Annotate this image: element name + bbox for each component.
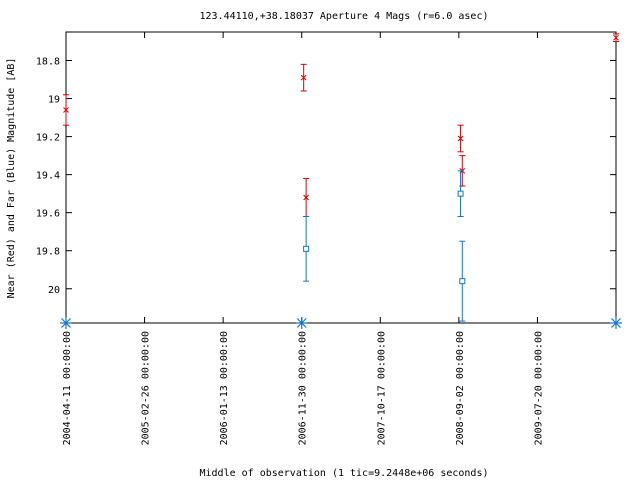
y-tick-label: 18.8 [36, 57, 60, 68]
x-tick-label: 2007-10-17 00:00:00 [376, 331, 387, 445]
y-tick-label: 20 [48, 285, 60, 296]
y-axis-label: Near (Red) and Far (Blue) Magnitude [AB] [6, 58, 17, 299]
y-tick-label: 19.4 [36, 171, 60, 182]
axis-star-marker [60, 317, 72, 329]
y-axis: 18.8 19 19.2 19.4 19.6 19.8 20 [36, 57, 616, 296]
near-point [63, 107, 69, 113]
y-tick-label: 19.6 [36, 209, 60, 220]
x-tick-label: 2006-01-13 00:00:00 [219, 331, 230, 445]
x-axis: 2004-04-11 00:00:00 2005-02-26 00:00:00 20… [62, 32, 544, 445]
y-tick-label: 19 [48, 95, 60, 106]
near-point [300, 74, 307, 81]
y-tick-label: 19.2 [36, 133, 60, 144]
axis-star-marker [295, 317, 308, 329]
x-tick-label: 2009-07-20 00:00:00 [533, 331, 544, 445]
x-tick-label: 2008-09-02 00:00:00 [455, 331, 466, 445]
near-point [457, 135, 464, 142]
x-tick-label: 2005-02-26 00:00:00 [141, 331, 152, 445]
data-marks [60, 33, 622, 329]
plot-frame [65, 31, 617, 324]
far-point [457, 190, 464, 197]
x-tick-label: 2006-11-30 00:00:00 [298, 331, 309, 445]
near-point [303, 194, 309, 201]
x-axis-label: Middle of observation (1 tic=9.2448e+06 … [200, 468, 489, 479]
near-point [613, 34, 619, 41]
y-tick-label: 19.8 [36, 247, 60, 258]
axis-star-marker [610, 317, 622, 329]
far-point [459, 278, 466, 285]
far-point [303, 245, 310, 252]
chart-title: 123.44110,+38.18037 Aperture 4 Mags (r=6… [200, 11, 489, 22]
x-tick-label: 2004-04-11 00:00:00 [62, 331, 73, 445]
